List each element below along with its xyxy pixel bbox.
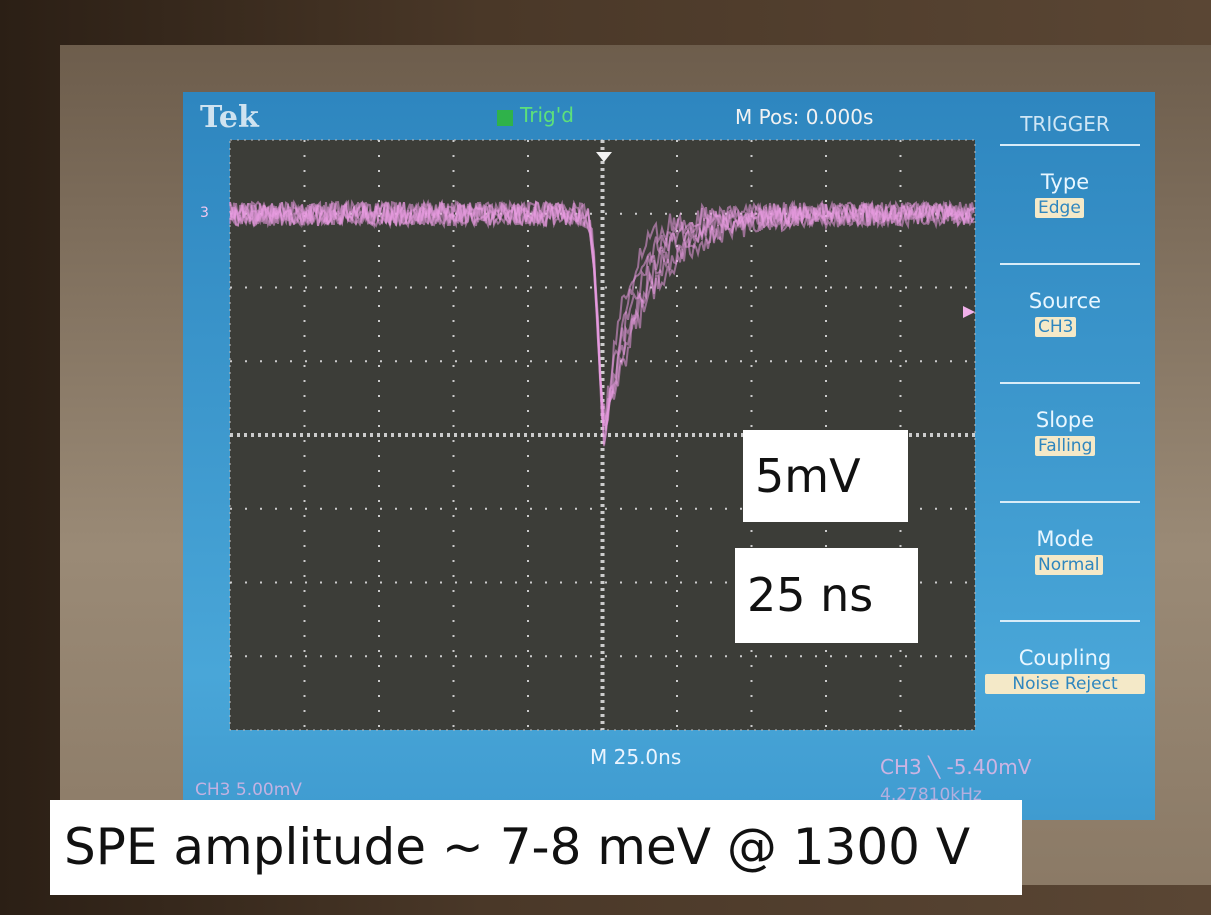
brand: Tek bbox=[200, 100, 259, 135]
menu-divider bbox=[1000, 501, 1140, 503]
caption: SPE amplitude ~ 7-8 meV @ 1300 V bbox=[50, 800, 1022, 895]
trigger-level: CH3 ╲ -5.40mV bbox=[880, 755, 1032, 779]
level-marker bbox=[963, 306, 975, 318]
menu-divider bbox=[1000, 382, 1140, 384]
trigger-marker bbox=[596, 152, 612, 162]
position: M Pos: 0.000s bbox=[735, 105, 874, 129]
menu-value[interactable]: Edge bbox=[1035, 198, 1084, 218]
menu-value[interactable]: Normal bbox=[1035, 555, 1103, 575]
menu-value[interactable]: Falling bbox=[1035, 436, 1096, 456]
menu-divider bbox=[1000, 263, 1140, 265]
menu-divider bbox=[1000, 620, 1140, 622]
menu-label: Slope bbox=[1035, 408, 1095, 432]
menu-label: Type bbox=[1040, 170, 1090, 194]
channel-marker: 3 bbox=[200, 205, 209, 221]
menu-label: Coupling bbox=[1018, 646, 1112, 670]
trig-icon bbox=[497, 110, 513, 126]
menu-label: Mode bbox=[1036, 527, 1094, 551]
volts-label: 5mV bbox=[743, 430, 908, 522]
menu-divider bbox=[1000, 144, 1140, 146]
menu-title: TRIGGER bbox=[1020, 112, 1110, 136]
timebase: M 25.0ns bbox=[590, 745, 682, 769]
menu-value[interactable]: Noise Reject bbox=[985, 674, 1145, 694]
menu-value[interactable]: CH3 bbox=[1035, 317, 1077, 337]
ch-scale: CH3 5.00mV bbox=[195, 780, 302, 800]
waveform-trace bbox=[229, 199, 975, 422]
time-label: 25 ns bbox=[735, 548, 918, 643]
menu-label: Source bbox=[1028, 289, 1102, 313]
trigger-status: Trig'd bbox=[520, 103, 574, 127]
